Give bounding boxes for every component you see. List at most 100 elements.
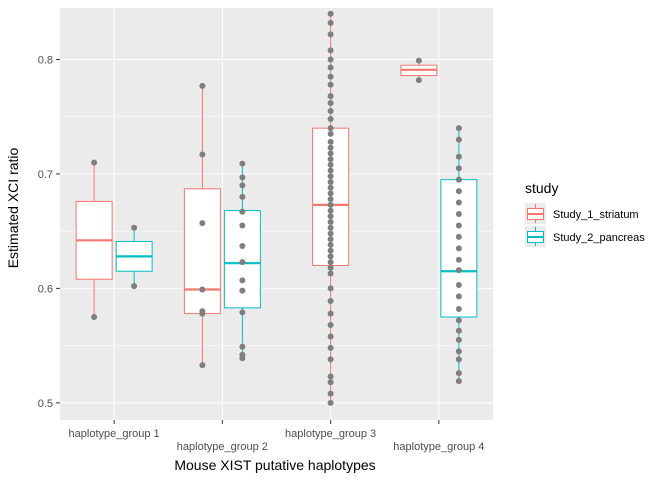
data-point: [327, 247, 334, 254]
data-point: [455, 256, 462, 263]
box: [183, 188, 221, 315]
data-point: [455, 305, 462, 312]
data-point: [455, 188, 462, 195]
y-axis-title: Estimated XCI ratio: [5, 147, 21, 268]
data-point: [327, 161, 334, 168]
data-point: [455, 356, 462, 363]
data-point: [199, 362, 206, 369]
data-point: [455, 233, 462, 240]
data-point: [455, 281, 462, 288]
data-point: [327, 173, 334, 180]
data-point: [455, 327, 462, 334]
data-point: [327, 99, 334, 106]
data-point: [327, 270, 334, 277]
data-point: [327, 285, 334, 292]
data-point: [327, 81, 334, 88]
data-point: [327, 150, 334, 157]
chart-marks: [75, 10, 478, 406]
data-point: [327, 219, 334, 226]
data-point: [327, 138, 334, 145]
data-point: [327, 310, 334, 317]
legend-title: study: [525, 180, 558, 196]
data-point: [455, 317, 462, 324]
x-tick-label: haplotype_group 4: [393, 441, 484, 453]
data-point: [239, 343, 246, 350]
data-point: [239, 193, 246, 200]
data-point: [455, 378, 462, 385]
data-point: [239, 287, 246, 294]
data-point: [327, 297, 334, 304]
axes: 0.5 0.6 0.7 0.8 haplotype_group 1 haplotype_g…: [38, 55, 485, 454]
x-axis-title: Mouse XIST putative haplotypes: [174, 457, 375, 473]
data-point: [327, 167, 334, 174]
data-point: [455, 165, 462, 172]
data-point: [455, 222, 462, 229]
data-point: [455, 153, 462, 160]
y-tick-label: 0.7: [38, 169, 53, 181]
data-point: [455, 245, 462, 252]
data-point: [327, 116, 334, 123]
data-point: [327, 230, 334, 237]
data-point: [327, 259, 334, 266]
data-point: [91, 159, 98, 166]
data-point: [327, 264, 334, 271]
data-point: [239, 182, 246, 189]
data-point: [327, 108, 334, 114]
data-point: [327, 399, 334, 406]
x-tick-label: haplotype_group 1: [69, 428, 160, 440]
data-point: [327, 253, 334, 260]
data-point: [131, 283, 138, 290]
data-point: [327, 125, 334, 132]
y-tick-label: 0.5: [38, 398, 53, 410]
data-point: [327, 356, 334, 363]
data-point: [327, 190, 334, 197]
data-point: [415, 77, 422, 84]
y-tick-label: 0.8: [38, 55, 53, 67]
data-point: [327, 333, 334, 340]
data-point: [455, 348, 462, 355]
data-point: [239, 355, 246, 362]
data-point: [327, 47, 334, 54]
data-point: [327, 10, 334, 17]
data-point: [327, 213, 334, 220]
data-point: [327, 322, 334, 329]
data-point: [327, 130, 334, 137]
data-point: [91, 314, 98, 320]
legend-key-study-1: [525, 203, 546, 224]
data-point: [199, 310, 206, 317]
data-point: [455, 267, 462, 274]
legend-label-study-2: Study_2_pancreas: [553, 232, 645, 244]
x-tick-label: haplotype_group 2: [177, 441, 268, 453]
data-point: [239, 259, 246, 266]
data-point: [327, 19, 334, 26]
data-point: [327, 379, 334, 386]
data-point: [239, 208, 246, 215]
data-point: [327, 31, 334, 38]
plot-panel: [60, 8, 493, 420]
data-point: [327, 144, 334, 151]
data-point: [199, 220, 206, 227]
data-point: [455, 199, 462, 206]
data-point: [199, 82, 206, 89]
data-point: [327, 73, 334, 80]
data-point: [131, 224, 138, 231]
data-point: [455, 136, 462, 143]
data-point: [455, 125, 462, 132]
data-point: [239, 222, 246, 229]
y-tick-label: 0.6: [38, 283, 53, 295]
data-point: [327, 236, 334, 243]
data-point: [239, 277, 246, 284]
data-point: [199, 151, 206, 158]
data-point: [455, 211, 462, 217]
data-point: [327, 373, 334, 380]
data-point: [327, 56, 334, 63]
data-point: [455, 176, 462, 183]
legend: study Study_1_striatum Study_2_pancreas: [525, 180, 645, 247]
data-point: [327, 207, 334, 214]
panel-background: [60, 8, 493, 420]
data-point: [327, 196, 334, 203]
data-point: [415, 57, 422, 64]
data-point: [327, 344, 334, 351]
data-point: [327, 178, 334, 185]
